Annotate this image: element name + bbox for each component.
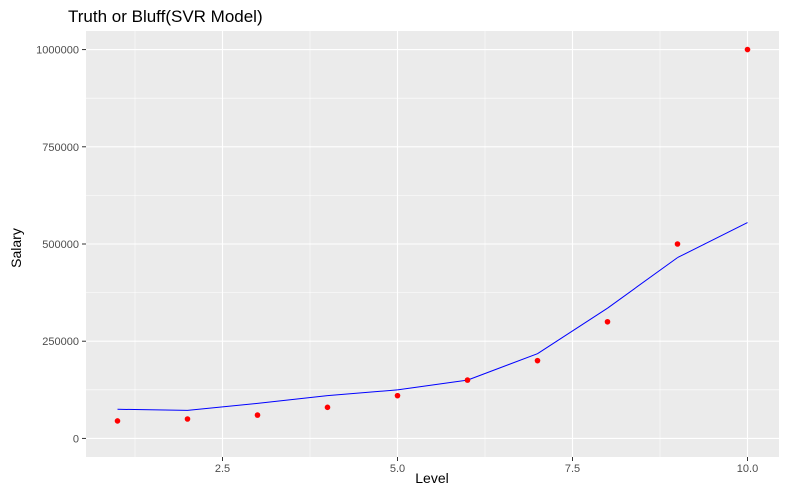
data-point	[394, 392, 401, 399]
y-axis: 0 250000 500000 750000 1000000	[36, 45, 86, 445]
data-point	[324, 404, 331, 411]
x-tick-label: 7.5	[565, 463, 580, 475]
x-tick-label: 10.0	[737, 463, 758, 475]
y-tick-label: 0	[73, 433, 79, 445]
x-axis-label: Level	[415, 470, 448, 486]
svr-line-segment	[327, 389, 398, 397]
data-point	[744, 46, 751, 53]
data-points-layer	[114, 46, 751, 424]
data-point	[674, 241, 681, 247]
y-tick-label: 500000	[42, 239, 79, 251]
svr-line-segment	[187, 402, 258, 411]
svr-line-segment	[467, 353, 538, 381]
y-tick-label: 250000	[42, 336, 79, 348]
x-tick-label: 2.5	[215, 463, 230, 475]
data-point	[534, 357, 541, 364]
data-point	[604, 318, 611, 325]
y-tick-label: 1000000	[36, 45, 79, 57]
y-axis-label: Salary	[8, 228, 24, 268]
svr-line-segment	[607, 257, 678, 309]
x-tick-label: 5.0	[390, 463, 405, 475]
svr-line-layer	[117, 222, 748, 411]
svr-line-segment	[397, 379, 468, 391]
y-tick-label: 750000	[42, 142, 79, 154]
svr-line-segment	[257, 395, 328, 404]
data-point	[254, 412, 261, 418]
chart-title: Truth or Bluff(SVR Model)	[68, 7, 263, 26]
data-point	[114, 418, 121, 424]
major-gridlines	[86, 31, 779, 457]
svr-line-segment	[537, 307, 608, 355]
svr-line-segment	[677, 222, 748, 259]
data-point	[464, 377, 471, 383]
data-point	[184, 416, 191, 422]
x-axis: 2.5 5.0 7.5 10.0	[215, 457, 758, 475]
svr-line-segment	[117, 408, 188, 411]
